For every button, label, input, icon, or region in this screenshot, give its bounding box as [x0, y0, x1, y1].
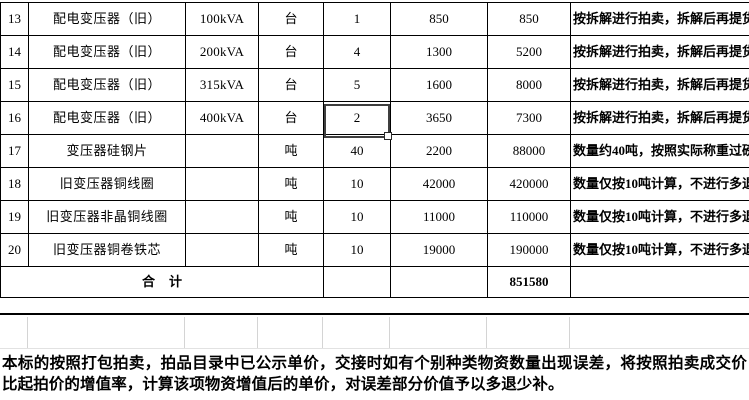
cell-index[interactable]: 16 [0, 101, 29, 135]
cell-unit-price[interactable]: 42000 [390, 167, 488, 201]
table-row: 16 配电变压器（旧） 400kVA 台 2 3650 7300 按拆解进行拍卖，拆解后再提货 [0, 101, 749, 135]
inventory-table: 13 配电变压器（旧） 100kVA 台 1 850 850 按拆解进行拍卖，拆解后再提货 14… [0, 2, 749, 298]
cell-quantity[interactable]: 10 [323, 233, 391, 267]
total-price-cell[interactable] [390, 266, 488, 298]
cell-unit-price[interactable]: 850 [390, 2, 488, 36]
cell-unit[interactable]: 台 [258, 101, 324, 135]
empty-grid-row [0, 313, 749, 349]
cell-amount[interactable]: 850 [487, 2, 571, 36]
cell-quantity[interactable]: 40 [323, 134, 391, 168]
cell-spec[interactable]: 400kVA [185, 101, 259, 135]
cell-amount[interactable]: 420000 [487, 167, 571, 201]
cell-unit-price[interactable]: 11000 [390, 200, 488, 234]
cell-note[interactable]: 数量约40吨，按照实际称重过磅计算 [570, 134, 749, 168]
table-row: 13 配电变压器（旧） 100kVA 台 1 850 850 按拆解进行拍卖，拆解后再提货 [0, 2, 749, 36]
cell-index[interactable]: 18 [0, 167, 29, 201]
cell-unit[interactable]: 吨 [258, 233, 324, 267]
cell-unit-price[interactable]: 1600 [390, 68, 488, 102]
cell-unit[interactable]: 吨 [258, 167, 324, 201]
cell-amount[interactable]: 190000 [487, 233, 571, 267]
cell-amount[interactable]: 88000 [487, 134, 571, 168]
cell-unit-price[interactable]: 2200 [390, 134, 488, 168]
cell-unit[interactable]: 台 [258, 2, 324, 36]
cell-item-name[interactable]: 变压器硅钢片 [28, 134, 186, 168]
total-label[interactable]: 合计 [0, 266, 324, 298]
cell-unit-price[interactable]: 1300 [390, 35, 488, 69]
cell-note[interactable]: 按拆解进行拍卖，拆解后再提货 [570, 101, 749, 135]
footer-note: 本标的按照打包拍卖，拍品目录中已公示单价，交接时如有个别种类物资数量出现误差，将… [2, 355, 747, 393]
cell-index[interactable]: 20 [0, 233, 29, 267]
cell-unit[interactable]: 吨 [258, 134, 324, 168]
total-qty-cell[interactable] [323, 266, 391, 298]
cell-index[interactable]: 15 [0, 68, 29, 102]
cell-index[interactable]: 13 [0, 2, 29, 36]
cell-amount[interactable]: 5200 [487, 35, 571, 69]
cell-spec[interactable] [185, 200, 259, 234]
total-amount-cell[interactable]: 851580 [487, 266, 571, 298]
cell-item-name[interactable]: 配电变压器（旧） [28, 2, 186, 36]
cell-amount[interactable]: 7300 [487, 101, 571, 135]
cell-note[interactable]: 数量仅按10吨计算，不进行多退少补 [570, 200, 749, 234]
cell-quantity[interactable]: 4 [323, 35, 391, 69]
table-row: 14 配电变压器（旧） 200kVA 台 4 1300 5200 按拆解进行拍卖，拆解后再提货 [0, 35, 749, 69]
cell-item-name[interactable]: 旧变压器铜线圈 [28, 167, 186, 201]
cell-index[interactable]: 17 [0, 134, 29, 168]
cell-index[interactable]: 19 [0, 200, 29, 234]
cell-item-name[interactable]: 配电变压器（旧） [28, 35, 186, 69]
table-row: 15 配电变压器（旧） 315kVA 台 5 1600 8000 按拆解进行拍卖，拆解后再提货 [0, 68, 749, 102]
cell-note[interactable]: 数量仅按10吨计算，不进行多退少补 [570, 167, 749, 201]
cell-quantity[interactable]: 10 [323, 167, 391, 201]
cell-spec[interactable]: 200kVA [185, 35, 259, 69]
cell-amount[interactable]: 110000 [487, 200, 571, 234]
cell-item-name[interactable]: 旧变压器铜卷铁芯 [28, 233, 186, 267]
cell-spec[interactable]: 100kVA [185, 2, 259, 36]
cell-unit[interactable]: 吨 [258, 200, 324, 234]
total-note-cell[interactable] [570, 266, 749, 298]
cell-unit[interactable]: 台 [258, 35, 324, 69]
cell-index[interactable]: 14 [0, 35, 29, 69]
cell-spec[interactable] [185, 134, 259, 168]
cell-spec[interactable]: 315kVA [185, 68, 259, 102]
cell-unit-price[interactable]: 3650 [390, 101, 488, 135]
cell-quantity[interactable]: 2 [323, 101, 391, 135]
cell-unit-price[interactable]: 19000 [390, 233, 488, 267]
cell-spec[interactable] [185, 233, 259, 267]
cell-quantity[interactable]: 5 [323, 68, 391, 102]
total-row: 合计 851580 [0, 266, 749, 298]
cell-item-name[interactable]: 配电变压器（旧） [28, 101, 186, 135]
cell-amount[interactable]: 8000 [487, 68, 571, 102]
cell-note[interactable]: 按拆解进行拍卖，拆解后再提货 [570, 35, 749, 69]
cell-note[interactable]: 数量仅按10吨计算，不进行多退少补 [570, 233, 749, 267]
cell-quantity[interactable]: 1 [323, 2, 391, 36]
cell-item-name[interactable]: 配电变压器（旧） [28, 68, 186, 102]
cell-item-name[interactable]: 旧变压器非晶铜线圈 [28, 200, 186, 234]
cell-note[interactable]: 按拆解进行拍卖，拆解后再提货 [570, 2, 749, 36]
cell-quantity[interactable]: 10 [323, 200, 391, 234]
cell-spec[interactable] [185, 167, 259, 201]
cell-unit[interactable]: 台 [258, 68, 324, 102]
cell-note[interactable]: 按拆解进行拍卖，拆解后再提货 [570, 68, 749, 102]
